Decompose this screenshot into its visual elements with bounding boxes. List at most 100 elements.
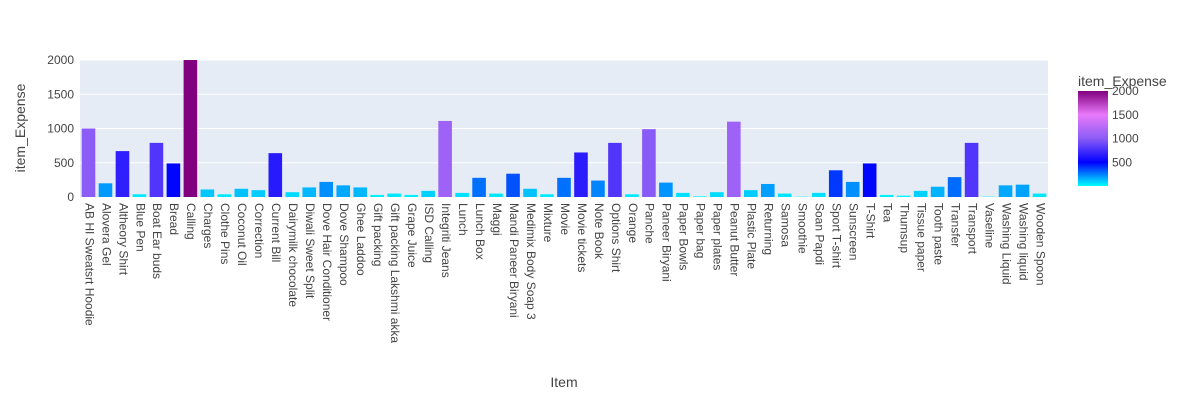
y-tick-label: 2000	[47, 53, 74, 67]
bar[interactable]	[930, 186, 945, 197]
bar[interactable]	[234, 188, 249, 197]
bar[interactable]	[115, 151, 130, 197]
colorbar-tick-label: 1000	[1112, 132, 1139, 146]
bar[interactable]	[251, 190, 266, 197]
bar[interactable]	[811, 192, 826, 197]
x-tick-label: Plastic Plate	[745, 203, 759, 269]
bar[interactable]	[727, 121, 741, 197]
bar[interactable]	[302, 187, 317, 197]
bar[interactable]	[353, 187, 368, 197]
bar[interactable]	[710, 192, 724, 197]
bar[interactable]	[404, 194, 418, 197]
x-tick-label: Wooden Spoon	[1033, 203, 1047, 286]
bar[interactable]	[336, 185, 351, 197]
bar[interactable]	[540, 194, 554, 197]
x-tick-label: AB HI Sweatsrt Hoodie	[82, 203, 96, 326]
x-tick-label: Charges	[201, 203, 215, 248]
x-tick-label: Lunch Box	[473, 203, 487, 260]
bar[interactable]	[659, 182, 673, 197]
y-tick-label: 500	[54, 156, 74, 170]
bar[interactable]	[608, 142, 622, 197]
x-tick-label: Mandi Paneer Biryani	[507, 203, 521, 318]
bar[interactable]	[455, 192, 469, 197]
colorbar-tick-labels: 500 1000 1500 2000	[1112, 84, 1139, 169]
x-axis-title: Item	[550, 374, 577, 390]
bar[interactable]	[472, 177, 486, 197]
bar[interactable]	[879, 194, 894, 197]
bar[interactable]	[268, 153, 283, 197]
x-tick-label: Clothe Pins	[218, 203, 232, 264]
bar[interactable]	[642, 129, 656, 197]
y-tick-label: 1500	[47, 87, 74, 101]
y-axis-title: item_Expense	[12, 83, 28, 172]
bar[interactable]	[285, 192, 300, 197]
bar[interactable]	[166, 163, 181, 197]
x-tick-label: Soan Papdi	[813, 203, 827, 265]
bar[interactable]	[387, 193, 401, 197]
bar[interactable]	[506, 173, 520, 197]
x-tick-label: Sunscreen	[847, 203, 861, 260]
x-tick-label: Calling	[184, 203, 198, 240]
x-tick-label: Tooth paste	[931, 203, 945, 265]
bar[interactable]	[81, 128, 96, 198]
x-tick-label: Panche	[643, 203, 657, 244]
colorbar-tick-label: 500	[1112, 155, 1132, 169]
bar[interactable]	[1032, 193, 1047, 197]
x-tick-label: Movie	[558, 203, 572, 235]
x-tick-label: Lunch	[456, 203, 470, 236]
x-tick-label: Dove Hair Conditioner	[320, 203, 334, 321]
bar[interactable]	[862, 163, 877, 197]
bar[interactable]	[98, 183, 113, 197]
x-tick-label: Paper bag	[694, 203, 708, 258]
bar[interactable]	[183, 60, 198, 197]
bar[interactable]	[591, 180, 605, 197]
x-tick-label: Mixture	[541, 203, 555, 243]
bar[interactable]	[777, 193, 792, 197]
x-tick-label: Thumsup	[897, 203, 911, 253]
bar[interactable]	[625, 194, 639, 197]
x-tick-label: Movie tickets	[575, 203, 589, 272]
colorbar-title: item_Expense	[1078, 73, 1167, 89]
bar[interactable]	[319, 181, 334, 197]
x-tick-label: Paneer Biryani	[660, 203, 674, 282]
x-tick-label: Smoothie	[796, 203, 810, 254]
x-tick-label: Altheory Shirt	[116, 203, 130, 276]
x-tick-label: Alovera Gel	[99, 203, 113, 266]
x-tick-label: Tea	[880, 203, 894, 223]
bar[interactable]	[1015, 184, 1030, 197]
bar[interactable]	[693, 196, 707, 197]
bar[interactable]	[998, 185, 1013, 197]
bar[interactable]	[557, 177, 571, 197]
x-tick-label: Bread	[167, 203, 181, 235]
bar[interactable]	[523, 188, 537, 197]
gridlines	[80, 59, 1048, 164]
x-tick-labels: AB HI Sweatsrt Hoodie Alovera Gel Altheory…	[82, 203, 1047, 343]
bar[interactable]	[744, 190, 758, 197]
bar[interactable]	[370, 194, 384, 197]
bar[interactable]	[489, 193, 503, 197]
bar[interactable]	[421, 190, 435, 197]
x-tick-label: Dairymilk chocolate	[286, 203, 300, 307]
bar[interactable]	[828, 170, 843, 197]
bar[interactable]	[896, 195, 911, 197]
bar[interactable]	[913, 190, 928, 197]
bar[interactable]	[676, 192, 690, 197]
bar[interactable]	[964, 142, 979, 197]
bar[interactable]	[217, 194, 232, 197]
bar[interactable]	[438, 120, 452, 197]
x-tick-label: Returning	[762, 203, 776, 255]
bar[interactable]	[947, 177, 962, 197]
bar[interactable]	[845, 181, 860, 197]
bar[interactable]	[760, 183, 775, 197]
y-tick-label: 0	[67, 190, 74, 204]
x-tick-label: Medimix Body Soap 3	[524, 203, 538, 320]
bars	[81, 60, 1047, 198]
x-tick-label: Vaseline	[982, 203, 996, 248]
x-tick-label: Paper Bowls	[677, 203, 691, 270]
bar[interactable]	[574, 152, 588, 197]
y-tick-label: 1000	[47, 122, 74, 136]
bar[interactable]	[132, 194, 147, 197]
bar[interactable]	[200, 189, 215, 197]
x-tick-label: Paper plates	[711, 203, 725, 270]
bar[interactable]	[149, 142, 164, 197]
